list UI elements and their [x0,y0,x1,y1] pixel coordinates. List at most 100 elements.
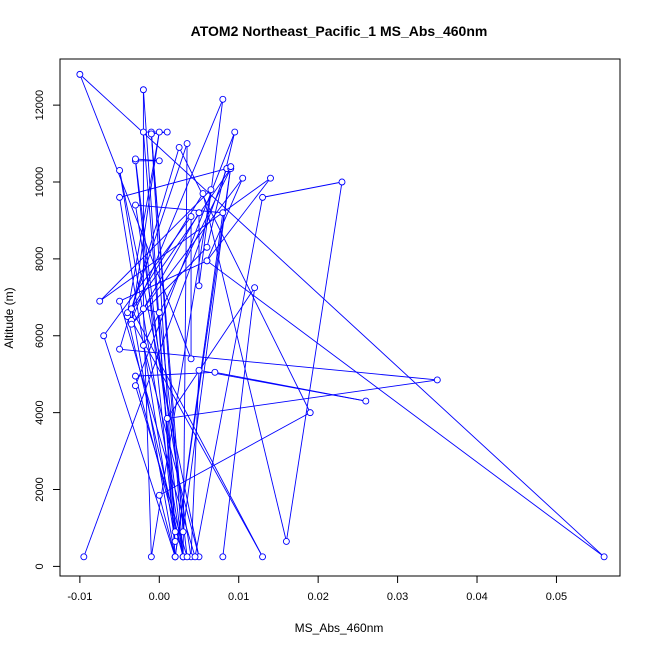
y-tick-label: 2000 [34,477,46,501]
y-tick-label: 4000 [34,400,46,424]
data-point [203,243,211,251]
data-point [155,128,163,136]
data-point [116,345,124,353]
series-line-segment [142,308,152,557]
data-point [96,297,104,305]
data-point [183,140,191,148]
series-line-segment [206,177,244,261]
series-line-segment [150,132,176,532]
x-tick-label: 0.01 [228,591,249,603]
data-point [80,553,88,561]
data-point [132,155,139,163]
series-line-segment [131,308,176,557]
series-line-segment [135,131,236,386]
series-line-segment [285,181,343,542]
data-point [116,193,124,201]
series-line-segment [131,177,244,325]
data-point [183,553,191,561]
data-point [139,86,147,94]
x-tick-label: 0.00 [149,591,170,603]
x-axis-label: MS_Abs_460nm [295,621,384,635]
series-line-segment [158,495,176,557]
series-line-segment [262,181,343,198]
y-tick-label: 10000 [34,167,46,198]
series-line-segment [103,335,176,557]
data-point [211,368,219,376]
data-point [362,397,370,405]
data-point [203,257,211,265]
series-line-segment [79,74,605,558]
data-point [195,282,203,290]
series-line-segment [119,170,200,557]
series-line-segment [135,160,176,542]
series-line-segment [174,166,232,557]
data-point [171,537,179,545]
series-line-segment [79,74,192,359]
data-point [175,143,183,151]
x-tick-label: 0.02 [307,591,328,603]
series-line-segment [206,260,605,558]
data-point [139,341,147,349]
data-point [239,174,247,182]
series-line-segment [166,287,255,419]
data-point [155,491,163,499]
data-point [147,130,155,138]
series-line-segment [119,348,438,381]
series-line-segment [103,216,192,337]
data-point [433,376,441,384]
data-point [76,70,84,78]
x-tick-label: 0.05 [546,591,567,603]
series-line-segment [143,212,200,310]
data-point [199,190,207,197]
data-point [338,178,346,186]
data-point [132,372,139,380]
data-point [306,409,314,417]
series-line-segment [119,168,227,198]
data-point [195,209,203,217]
data-point [179,528,187,536]
data-point [207,186,215,194]
data-point [219,95,227,103]
data-point [171,528,179,536]
series-line-segment [99,189,212,302]
y-tick-label: 6000 [34,324,46,348]
series-line-segment [198,369,366,402]
series-line-segment [206,177,271,262]
y-tick-label: 8000 [34,247,46,271]
data-point [132,382,139,390]
data-point [259,553,267,561]
series-line-segment [202,193,287,542]
series-line-segment [127,131,160,313]
data-point [259,193,267,201]
series-line-segment [182,166,232,532]
data-point [163,414,171,422]
data-point [227,163,235,171]
series-line-segment [142,89,176,557]
data-point [187,355,195,363]
data-point [187,213,195,221]
data-point [128,305,135,313]
series-line-segment [99,177,271,302]
y-tick-label: 0 [34,563,46,569]
x-tick-label: 0.04 [466,591,487,603]
series-line-segment [167,379,438,419]
data-point [195,366,203,374]
data-point [147,553,155,561]
series-line-segment [131,308,263,557]
data-series [76,70,608,561]
series-line-segment [142,345,200,557]
data-point [219,209,227,217]
data-point [100,332,108,340]
data-point [600,553,608,561]
data-point [219,553,227,561]
data-point [282,537,290,545]
data-point [191,553,199,561]
data-point [231,128,239,136]
series-line-segment [131,131,160,321]
data-point [128,320,135,328]
data-point [155,309,163,317]
data-point [132,201,139,209]
series-line-segment [127,312,263,557]
series-line-segment [135,371,215,377]
